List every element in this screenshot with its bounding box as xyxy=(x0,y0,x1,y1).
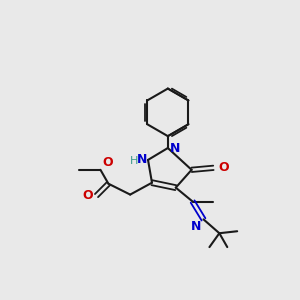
Text: H: H xyxy=(130,156,138,166)
Text: O: O xyxy=(82,189,92,202)
Text: N: N xyxy=(170,142,180,154)
Text: N: N xyxy=(191,220,202,233)
Text: O: O xyxy=(102,156,113,169)
Text: O: O xyxy=(218,161,229,174)
Text: N: N xyxy=(137,153,147,167)
